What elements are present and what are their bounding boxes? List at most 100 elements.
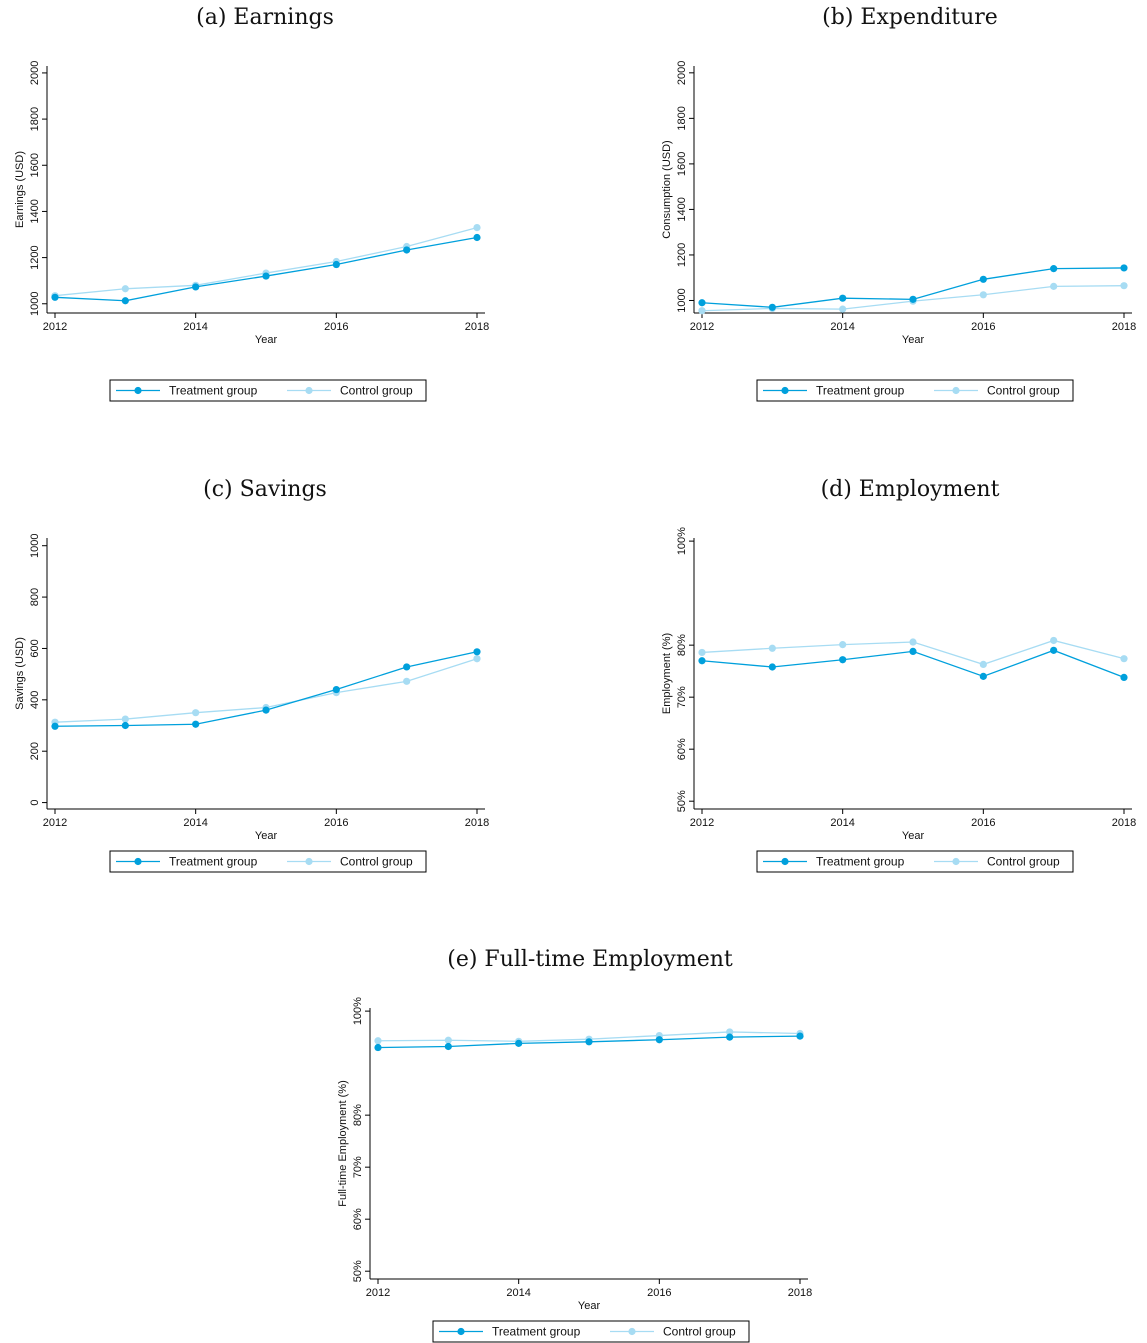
y-tick-label-d-4: 100% xyxy=(676,527,688,555)
x-tick-label-a-0: 2012 xyxy=(43,321,67,333)
legend-marker-c-control xyxy=(305,857,313,866)
legend-marker-a-treatment xyxy=(134,386,142,395)
point-d-treatment-2012 xyxy=(698,657,706,665)
y-tick-label-c-3: 600 xyxy=(29,639,41,657)
point-b-control-2016 xyxy=(979,291,987,299)
y-tick-label-e-3: 80% xyxy=(352,1104,364,1126)
point-b-control-2018 xyxy=(1120,282,1128,290)
y-tick-label-a-3: 1600 xyxy=(29,153,41,177)
point-e-control-2012 xyxy=(374,1037,382,1045)
point-c-treatment-2013 xyxy=(121,721,129,730)
x-tick-label-d-0: 2012 xyxy=(690,817,714,829)
y-tick-label-e-2: 70% xyxy=(352,1156,364,1178)
point-d-control-2018 xyxy=(1120,655,1128,663)
legend-box-c xyxy=(109,850,427,873)
point-e-control-2017 xyxy=(726,1028,734,1036)
y-tick-label-e-0: 50% xyxy=(352,1260,364,1282)
point-b-control-2012 xyxy=(698,307,706,315)
x-tick-label-d-1: 2014 xyxy=(830,817,854,829)
panel-title-b: (b) Expenditure xyxy=(822,5,998,30)
point-c-treatment-2017 xyxy=(403,663,411,671)
y-tick-label-c-1: 200 xyxy=(29,742,41,760)
legend-label-b-treatment: Treatment group xyxy=(816,384,905,398)
y-tick-label-b-3: 1600 xyxy=(676,152,688,176)
y-axis-label-c: Savings (USD) xyxy=(14,637,26,710)
x-tick-label-c-2: 2016 xyxy=(324,817,348,829)
point-b-treatment-2017 xyxy=(1050,265,1058,273)
y-tick-label-a-2: 1400 xyxy=(29,199,41,223)
y-tick-label-a-5: 2000 xyxy=(29,61,41,85)
x-tick-label-d-2: 2016 xyxy=(971,817,995,829)
point-d-treatment-2016 xyxy=(979,672,987,680)
point-a-treatment-2012 xyxy=(51,293,59,301)
point-b-control-2017 xyxy=(1050,282,1058,290)
point-a-control-2018 xyxy=(473,223,481,232)
panel-title-e: (e) Full-time Employment xyxy=(447,947,733,972)
x-tick-label-b-1: 2014 xyxy=(830,321,854,333)
point-b-treatment-2012 xyxy=(698,299,706,307)
y-tick-label-d-3: 80% xyxy=(676,634,688,656)
point-a-treatment-2015 xyxy=(262,272,270,280)
y-axis-label-e: Full-time Employment (%) xyxy=(337,1080,349,1207)
legend-label-e-control: Control group xyxy=(663,1325,736,1339)
x-tick-label-e-0: 2012 xyxy=(366,1287,390,1299)
point-c-control-2017 xyxy=(403,677,411,685)
legend-marker-b-control xyxy=(952,386,960,395)
x-axis-label-e: Year xyxy=(578,1300,601,1312)
panel-title-d: (d) Employment xyxy=(820,477,1000,502)
y-tick-label-d-0: 50% xyxy=(676,790,688,812)
point-e-treatment-2016 xyxy=(655,1036,663,1044)
legend-label-d-treatment: Treatment group xyxy=(816,855,905,869)
point-d-treatment-2014 xyxy=(839,656,847,664)
x-axis-label-b: Year xyxy=(902,334,925,346)
x-axis-label-a: Year xyxy=(255,334,278,346)
point-a-treatment-2013 xyxy=(121,297,129,305)
point-d-control-2017 xyxy=(1050,636,1058,645)
legend-box-d xyxy=(756,850,1074,873)
x-axis-label-c: Year xyxy=(255,830,278,842)
y-tick-label-c-5: 1000 xyxy=(29,533,41,557)
point-e-control-2013 xyxy=(444,1036,452,1044)
x-tick-label-e-2: 2016 xyxy=(647,1287,671,1299)
point-d-control-2013 xyxy=(768,644,776,652)
point-c-treatment-2014 xyxy=(192,720,200,728)
y-tick-label-a-1: 1200 xyxy=(29,245,41,269)
y-tick-label-b-4: 1800 xyxy=(676,106,688,130)
y-tick-label-b-2: 1400 xyxy=(676,197,688,221)
x-tick-label-c-0: 2012 xyxy=(43,817,67,829)
legend-label-e-treatment: Treatment group xyxy=(492,1325,581,1339)
x-tick-label-a-2: 2016 xyxy=(324,321,348,333)
y-axis-label-b: Consumption (USD) xyxy=(661,140,673,238)
y-axis-label-d: Employment (%) xyxy=(661,633,673,714)
point-b-treatment-2018 xyxy=(1120,264,1128,272)
point-a-treatment-2016 xyxy=(332,260,340,269)
y-tick-label-c-0: 0 xyxy=(29,800,41,806)
series-line-c-treatment xyxy=(54,651,478,727)
legend-marker-a-control xyxy=(305,386,313,395)
y-tick-label-b-5: 2000 xyxy=(676,61,688,85)
point-c-control-2013 xyxy=(121,715,129,723)
point-d-treatment-2013 xyxy=(768,663,776,671)
y-tick-label-b-0: 1000 xyxy=(676,288,688,312)
point-c-control-2014 xyxy=(192,709,200,717)
point-e-treatment-2012 xyxy=(374,1043,382,1052)
point-e-treatment-2014 xyxy=(515,1039,523,1047)
x-tick-label-c-1: 2014 xyxy=(183,817,207,829)
y-axis-label-a: Earnings (USD) xyxy=(14,151,26,228)
point-c-treatment-2018 xyxy=(473,648,481,656)
point-b-treatment-2015 xyxy=(909,295,917,303)
point-a-control-2013 xyxy=(121,285,129,293)
x-tick-label-b-0: 2012 xyxy=(690,321,714,333)
point-a-treatment-2014 xyxy=(192,283,200,291)
panel-title-c: (c) Savings xyxy=(203,477,327,502)
point-d-control-2016 xyxy=(979,660,987,668)
legend-marker-b-treatment xyxy=(781,386,789,395)
point-b-treatment-2016 xyxy=(979,275,987,283)
point-d-control-2014 xyxy=(839,641,847,649)
legend-marker-c-treatment xyxy=(134,857,142,866)
point-c-treatment-2016 xyxy=(332,685,340,694)
legend-label-d-control: Control group xyxy=(987,855,1060,869)
point-d-control-2012 xyxy=(698,648,706,657)
point-e-treatment-2017 xyxy=(726,1033,734,1041)
point-a-treatment-2017 xyxy=(403,246,411,254)
